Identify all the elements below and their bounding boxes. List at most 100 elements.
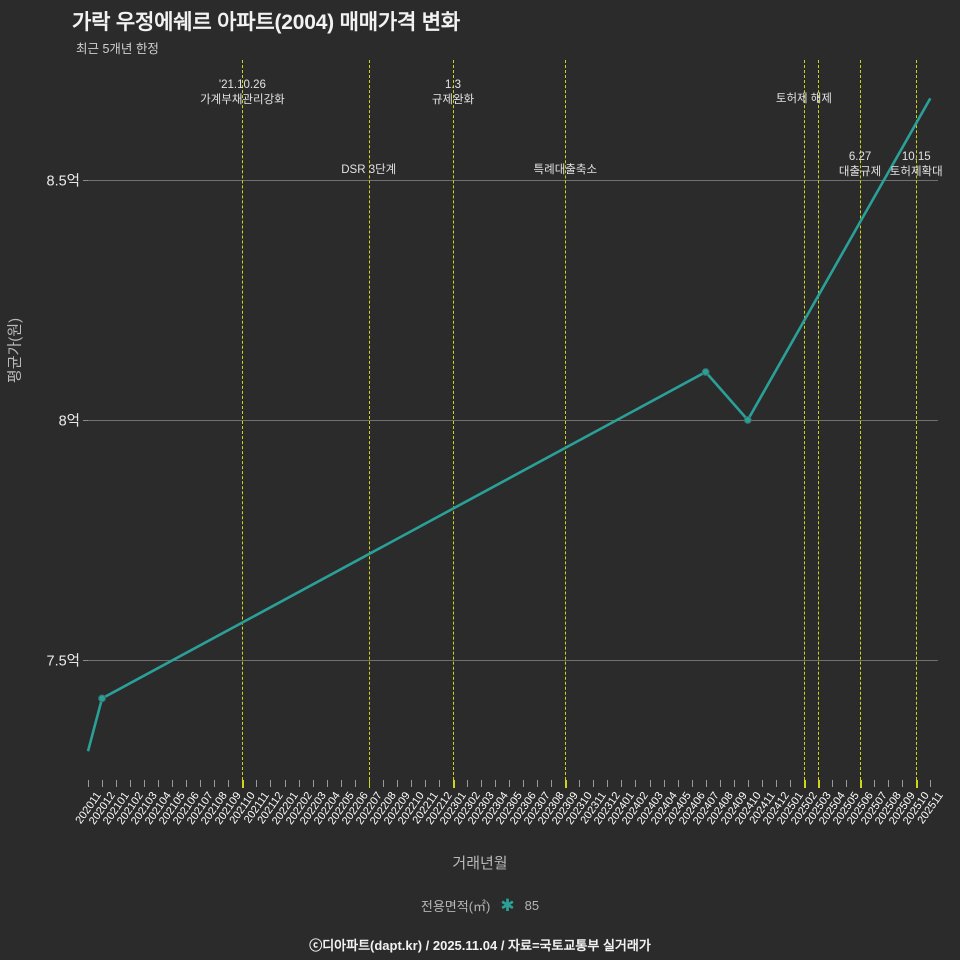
x-axis-tick-mark bbox=[733, 780, 735, 787]
annotation-date: '21.10.26 bbox=[218, 79, 266, 91]
annotation-label: 토허제확대 bbox=[889, 166, 943, 178]
annotation-date: 1.3 bbox=[444, 79, 461, 91]
x-axis-tick-labels: 202011 202012 202101 202102 202103 202104 2021… bbox=[73, 790, 960, 860]
y-axis-tick-label: 8.5억 bbox=[46, 173, 81, 190]
x-axis-tick-mark bbox=[130, 780, 132, 787]
event-annotation: DSR 3단계 bbox=[341, 163, 396, 178]
event-annotation: 10.15 토허제확대 bbox=[890, 150, 943, 180]
event-vline bbox=[916, 60, 918, 780]
x-axis-tick-mark bbox=[747, 780, 749, 787]
annotation-label: 가계부채관리강화 bbox=[200, 94, 285, 106]
x-axis-tick-mark bbox=[242, 780, 244, 788]
x-axis-tick-mark bbox=[832, 780, 833, 787]
x-axis-tick-mark bbox=[621, 780, 623, 787]
x-axis-tick-mark bbox=[172, 780, 174, 787]
data-point-marker bbox=[701, 368, 710, 376]
event-annotation: 토허제 해제 bbox=[776, 92, 832, 107]
legend-value: 85 bbox=[524, 898, 540, 913]
event-annotation: 특례대출축소 bbox=[534, 163, 597, 178]
annotation-date: 10.15 bbox=[901, 151, 931, 163]
x-axis-tick-mark bbox=[860, 780, 862, 788]
chart-title: 가락 우정에쉐르 아파트(2004) 매매가격 변화 bbox=[72, 11, 460, 34]
x-axis-tick-mark bbox=[467, 780, 469, 787]
data-point-marker bbox=[98, 694, 106, 703]
x-axis-tick-mark bbox=[635, 780, 637, 787]
legend-title: 전용면적(㎡) bbox=[420, 899, 491, 914]
x-axis-tick-mark bbox=[930, 780, 932, 787]
chart-subtitle: 최근 5개년 한정 bbox=[76, 42, 159, 56]
x-axis-tick-mark bbox=[438, 780, 440, 787]
x-axis-tick-mark bbox=[186, 780, 188, 787]
x-axis-tick-mark bbox=[775, 780, 777, 787]
x-axis-tick-mark bbox=[874, 780, 876, 787]
footer-credit: ⓒ디아파트(dapt.kr) / 2025.11.04 / 자료=국토교통부 실… bbox=[309, 938, 651, 953]
asterisk-marker-icon: ✱ bbox=[500, 896, 515, 915]
x-axis-tick-mark bbox=[649, 780, 651, 787]
x-axis-tick-mark bbox=[846, 780, 848, 787]
x-axis-tick-mark bbox=[481, 780, 483, 787]
x-axis-tick-mark bbox=[284, 780, 286, 787]
event-vline bbox=[368, 60, 370, 780]
x-axis-ticks bbox=[88, 780, 938, 788]
event-annotation: 6.27 대출규제 bbox=[839, 150, 881, 180]
annotation-label: 특례대출축소 bbox=[533, 164, 598, 176]
y-axis-tick-mark bbox=[83, 660, 88, 661]
x-axis-tick-mark bbox=[593, 780, 595, 787]
x-axis-tick-mark bbox=[452, 780, 455, 788]
y-axis-tick-mark bbox=[83, 180, 88, 181]
x-axis-tick-mark bbox=[789, 780, 791, 787]
x-axis-tick-mark bbox=[803, 780, 806, 788]
x-axis-tick-mark bbox=[312, 780, 314, 787]
x-axis-tick-mark bbox=[565, 780, 567, 788]
x-axis-tick-mark bbox=[902, 780, 904, 787]
x-axis-tick-mark bbox=[551, 780, 553, 787]
gridline bbox=[88, 180, 938, 181]
y-axis-tick-mark bbox=[83, 420, 88, 421]
y-axis-tick-label: 8억 bbox=[58, 413, 80, 430]
x-axis-tick-mark bbox=[396, 780, 398, 787]
x-axis-tick-mark bbox=[761, 780, 763, 787]
event-vline bbox=[860, 60, 862, 780]
gridline bbox=[88, 660, 938, 661]
x-axis-tick-mark bbox=[144, 780, 146, 787]
x-axis-tick-mark bbox=[200, 780, 202, 787]
x-axis-tick-mark bbox=[88, 780, 89, 787]
x-axis-tick-mark bbox=[228, 780, 230, 787]
x-axis-tick-mark bbox=[368, 780, 371, 788]
x-axis-tick-mark bbox=[298, 780, 300, 787]
y-axis-title: 평균가(원) bbox=[6, 317, 24, 384]
series-line-85 bbox=[86, 97, 932, 752]
x-axis-tick-mark bbox=[916, 780, 918, 788]
x-axis-tick-mark bbox=[705, 780, 707, 787]
x-axis-title: 거래년월 bbox=[452, 855, 508, 872]
event-vline bbox=[565, 60, 567, 780]
x-axis-tick-mark bbox=[579, 780, 581, 787]
series-polyline bbox=[86, 97, 932, 752]
x-axis-tick-mark bbox=[340, 780, 342, 787]
x-axis-tick-mark bbox=[509, 780, 511, 787]
annotation-label: DSR 3단계 bbox=[341, 164, 397, 176]
x-axis-tick-mark bbox=[817, 780, 820, 788]
x-axis-tick-mark bbox=[354, 780, 356, 787]
annotation-label: 대출규제 bbox=[838, 166, 882, 178]
plot-area bbox=[86, 60, 938, 780]
legend: 전용면적(㎡) ✱ 85 bbox=[0, 896, 960, 915]
x-axis-tick-mark bbox=[424, 780, 426, 787]
event-vline bbox=[803, 60, 805, 780]
event-vline bbox=[242, 60, 244, 780]
gridline bbox=[88, 420, 938, 421]
x-axis-tick-mark bbox=[523, 780, 525, 787]
event-annotation: 1.3 규제완화 bbox=[432, 78, 474, 108]
event-annotation: '21.10.26 가계부채관리강화 bbox=[200, 78, 285, 108]
x-axis-tick-mark bbox=[691, 780, 693, 787]
annotation-label: 규제완화 bbox=[431, 94, 475, 106]
event-vline bbox=[452, 60, 454, 780]
x-axis-tick-mark bbox=[326, 780, 328, 787]
x-axis-tick-mark bbox=[537, 780, 539, 787]
x-axis-tick-mark bbox=[102, 780, 104, 787]
y-axis-tick-label: 7.5억 bbox=[46, 653, 81, 670]
annotation-date: 6.27 bbox=[848, 151, 872, 163]
x-axis-tick-mark bbox=[158, 780, 160, 787]
x-axis-tick-mark bbox=[410, 780, 412, 787]
